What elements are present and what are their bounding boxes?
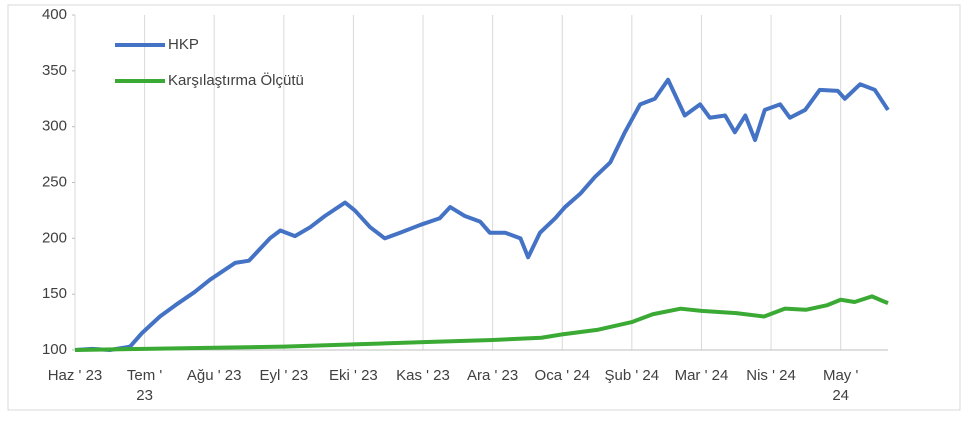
line-series [74,77,890,352]
x-tick-label: Şub ' 24 [604,367,660,384]
x-tick-label: Oca ' 24 [534,367,590,384]
line-series [74,294,889,352]
y-tick-label: 100 [42,341,67,358]
x-tick-label: Eyl ' 23 [259,367,309,384]
x-tick-label: Ara ' 23 [467,367,519,384]
y-tick-label: 200 [42,229,67,246]
x-tick-label: Tem ' 23 [126,367,163,404]
y-tick-label: 300 [42,118,67,135]
chart-border [7,4,961,411]
x-tick-label: Eki ' 23 [329,367,378,384]
x-tick-label: Mar ' 24 [674,367,729,384]
x-tick-label: Nis ' 24 [746,367,796,384]
x-tick-label: May ' 24 [822,367,859,404]
y-tick-label: 150 [42,285,67,302]
x-tick-label: Kas ' 23 [396,367,450,384]
legend-label: HKP [168,36,199,53]
y-tick-label: 250 [42,173,67,190]
x-tick-label: Ağu ' 23 [186,367,242,384]
legend-label: Karşılaştırma Ölçütü [168,71,304,89]
y-tick-label: 400 [42,6,67,23]
y-tick-label: 350 [42,62,67,79]
x-tick-label: Haz ' 23 [47,367,103,384]
